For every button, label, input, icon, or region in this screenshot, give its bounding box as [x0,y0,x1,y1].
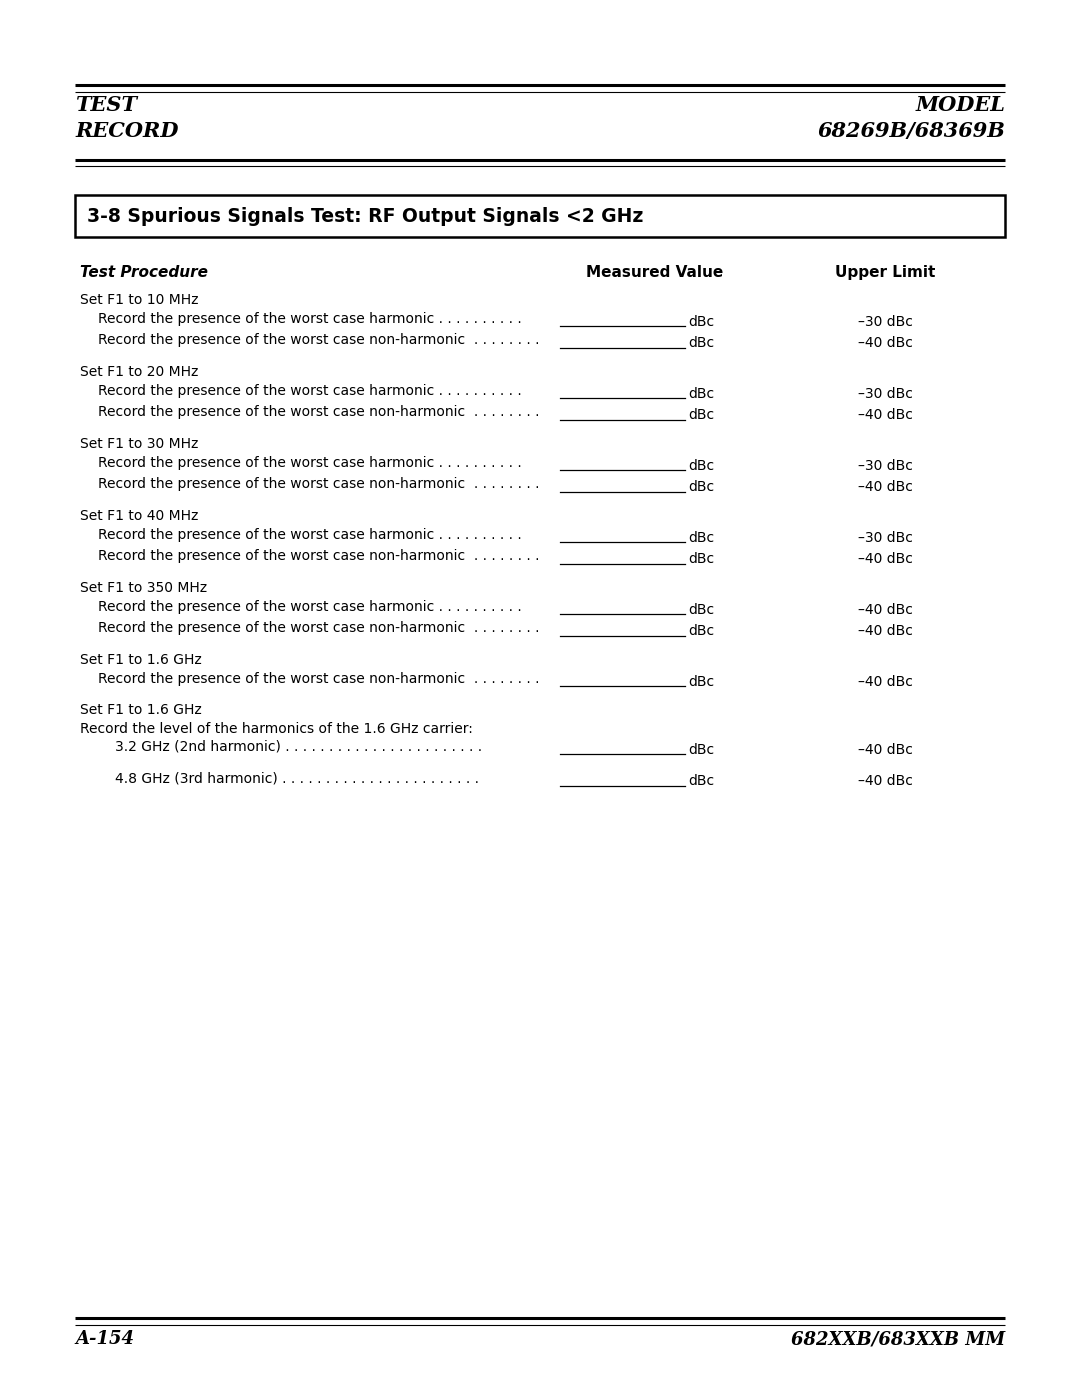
Text: Record the level of the harmonics of the 1.6 GHz carrier:: Record the level of the harmonics of the… [80,722,473,736]
Text: 3-8 Spurious Signals Test: RF Output Signals <2 GHz: 3-8 Spurious Signals Test: RF Output Sig… [87,207,644,225]
Text: –40 dBc: –40 dBc [858,337,913,351]
Text: dBc: dBc [688,604,714,617]
Text: Record the presence of the worst case non-harmonic  . . . . . . . .: Record the presence of the worst case no… [98,672,540,686]
Text: –40 dBc: –40 dBc [858,481,913,495]
Text: Set F1 to 20 MHz: Set F1 to 20 MHz [80,365,199,379]
Text: 682XXB/683XXB MM: 682XXB/683XXB MM [791,1330,1005,1348]
Text: dBc: dBc [688,552,714,567]
Text: A-154: A-154 [75,1330,134,1348]
Text: Record the presence of the worst case harmonic . . . . . . . . . .: Record the presence of the worst case ha… [98,599,522,615]
Text: –30 dBc: –30 dBc [858,531,913,545]
Text: Record the presence of the worst case non-harmonic  . . . . . . . .: Record the presence of the worst case no… [98,622,540,636]
Text: dBc: dBc [688,337,714,351]
Text: Record the presence of the worst case non-harmonic  . . . . . . . .: Record the presence of the worst case no… [98,405,540,419]
Text: dBc: dBc [688,624,714,638]
Text: dBc: dBc [688,387,714,401]
Text: Measured Value: Measured Value [586,265,724,279]
Text: 3.2 GHz (2nd harmonic) . . . . . . . . . . . . . . . . . . . . . . .: 3.2 GHz (2nd harmonic) . . . . . . . . .… [114,740,482,754]
Text: MODEL
68269B/68369B: MODEL 68269B/68369B [818,95,1005,141]
Text: –30 dBc: –30 dBc [858,314,913,330]
Text: Set F1 to 40 MHz: Set F1 to 40 MHz [80,509,199,522]
Text: dBc: dBc [688,531,714,545]
Text: Set F1 to 1.6 GHz: Set F1 to 1.6 GHz [80,652,202,666]
Text: Record the presence of the worst case non-harmonic  . . . . . . . .: Record the presence of the worst case no… [98,549,540,563]
Text: Record the presence of the worst case harmonic . . . . . . . . . .: Record the presence of the worst case ha… [98,455,522,469]
Text: –40 dBc: –40 dBc [858,408,913,422]
Text: –40 dBc: –40 dBc [858,604,913,617]
Text: dBc: dBc [688,408,714,422]
Text: Test Procedure: Test Procedure [80,265,208,279]
Text: dBc: dBc [688,743,714,757]
Text: Record the presence of the worst case harmonic . . . . . . . . . .: Record the presence of the worst case ha… [98,312,522,326]
Text: –40 dBc: –40 dBc [858,743,913,757]
Text: 4.8 GHz (3rd harmonic) . . . . . . . . . . . . . . . . . . . . . . .: 4.8 GHz (3rd harmonic) . . . . . . . . .… [114,771,480,785]
Text: Set F1 to 1.6 GHz: Set F1 to 1.6 GHz [80,704,202,718]
Text: –40 dBc: –40 dBc [858,774,913,788]
Text: Set F1 to 30 MHz: Set F1 to 30 MHz [80,437,199,451]
Text: dBc: dBc [688,675,714,689]
Text: –40 dBc: –40 dBc [858,552,913,567]
Bar [75,196,1005,237]
Text: –30 dBc: –30 dBc [858,387,913,401]
Text: Set F1 to 350 MHz: Set F1 to 350 MHz [80,581,207,595]
Text: –40 dBc: –40 dBc [858,624,913,638]
Text: –30 dBc: –30 dBc [858,460,913,474]
Text: Record the presence of the worst case harmonic . . . . . . . . . .: Record the presence of the worst case ha… [98,528,522,542]
Text: Set F1 to 10 MHz: Set F1 to 10 MHz [80,293,199,307]
Text: dBc: dBc [688,774,714,788]
Text: dBc: dBc [688,481,714,495]
Text: TEST
RECORD: TEST RECORD [75,95,178,141]
Text: –40 dBc: –40 dBc [858,675,913,689]
Text: dBc: dBc [688,460,714,474]
Text: Upper Limit: Upper Limit [835,265,935,279]
Text: dBc: dBc [688,314,714,330]
Text: Record the presence of the worst case non-harmonic  . . . . . . . .: Record the presence of the worst case no… [98,334,540,348]
Text: Record the presence of the worst case harmonic . . . . . . . . . .: Record the presence of the worst case ha… [98,384,522,398]
Text: Record the presence of the worst case non-harmonic  . . . . . . . .: Record the presence of the worst case no… [98,478,540,492]
